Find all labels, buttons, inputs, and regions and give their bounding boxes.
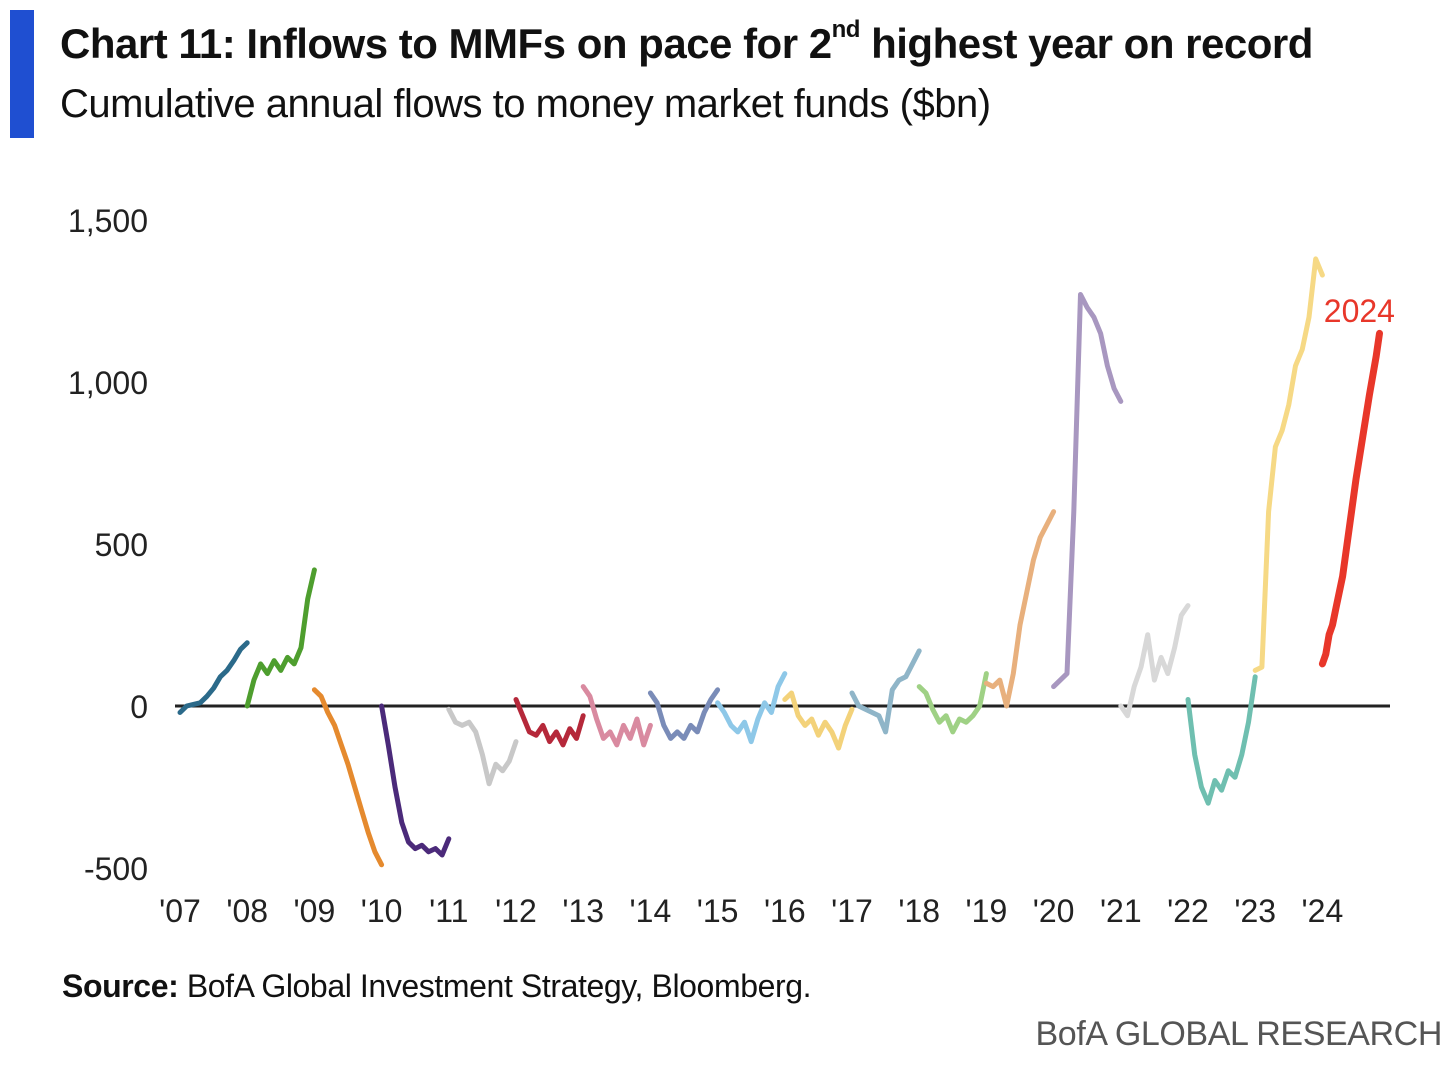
- series-line-2008: [244, 567, 317, 709]
- series-line-2018: [916, 671, 989, 735]
- x-tick-label: '22: [1167, 893, 1209, 929]
- annotation-group: 2024: [1324, 293, 1395, 329]
- chart-title: Chart 11: Inflows to MMFs on pace for 2n…: [60, 16, 1313, 68]
- x-tick-label: '12: [495, 893, 537, 929]
- series-line-2017: [849, 648, 922, 735]
- annotation-2024-label: 2024: [1324, 293, 1395, 329]
- series-line-2014: [647, 687, 721, 741]
- series-line-2019: [983, 509, 1057, 709]
- series-line-2010: [379, 703, 452, 858]
- x-tick-label: '19: [966, 893, 1008, 929]
- series-group: [177, 256, 1383, 868]
- series-line-2024: [1318, 329, 1383, 668]
- line-chart: 1,500 1,000 500 0 -500 '07 '08 '09 '10 '11 '12 '13…: [68, 203, 1395, 929]
- series-line-2021: [1118, 603, 1191, 719]
- y-tick-label: -500: [84, 851, 148, 887]
- series-line-2012: [513, 697, 586, 748]
- chart-subtitle: Cumulative annual flows to money market …: [60, 82, 991, 126]
- x-tick-label: '11: [429, 893, 468, 929]
- y-axis: 1,500 1,000 500 0 -500: [68, 203, 148, 887]
- series-line-2007: [177, 640, 250, 715]
- y-tick-label: 0: [130, 689, 148, 725]
- x-tick-label: '23: [1234, 893, 1276, 929]
- series-line-2022: [1185, 674, 1258, 806]
- x-tick-label: '17: [831, 893, 873, 929]
- y-tick-label: 500: [95, 527, 148, 563]
- x-tick-label: '14: [630, 893, 672, 929]
- title-accent-bar: [10, 10, 34, 138]
- series-line-2020: [1051, 292, 1124, 690]
- source-label: Source:: [62, 968, 179, 1004]
- x-tick-label: '09: [294, 893, 336, 929]
- y-tick-label: 1,500: [68, 203, 148, 239]
- series-line-2023: [1252, 256, 1325, 673]
- chart-title-rest: highest year on record: [859, 20, 1313, 67]
- x-tick-label: '24: [1302, 893, 1344, 929]
- series-line-2011: [446, 706, 519, 787]
- x-tick-label: '21: [1100, 893, 1142, 929]
- chart-title-main: Chart 11: Inflows to MMFs on pace for 2: [60, 20, 832, 67]
- x-tick-label: '15: [697, 893, 739, 929]
- x-tick-label: '16: [764, 893, 806, 929]
- x-tick-label: '13: [562, 893, 604, 929]
- series-line-2009: [311, 687, 385, 868]
- x-tick-label: '18: [898, 893, 940, 929]
- x-tick-label: '08: [226, 893, 268, 929]
- source-text: BofA Global Investment Strategy, Bloombe…: [178, 968, 812, 1004]
- series-line-2015: [715, 671, 788, 745]
- series-line-2016: [782, 690, 855, 751]
- brand-footer: BofA GLOBAL RESEARCH: [1035, 1015, 1443, 1053]
- series-line-2013: [580, 684, 653, 748]
- x-tick-label: '10: [361, 893, 403, 929]
- y-tick-label: 1,000: [68, 365, 148, 401]
- source-note: Source: BofA Global Investment Strategy,…: [62, 968, 812, 1005]
- x-axis: '07 '08 '09 '10 '11 '12 '13 '14 '15 '16 '17 '18 '19 '…: [159, 893, 1343, 929]
- x-tick-label: '20: [1033, 893, 1075, 929]
- chart-title-superscript: nd: [831, 16, 861, 43]
- x-tick-label: '07: [159, 893, 201, 929]
